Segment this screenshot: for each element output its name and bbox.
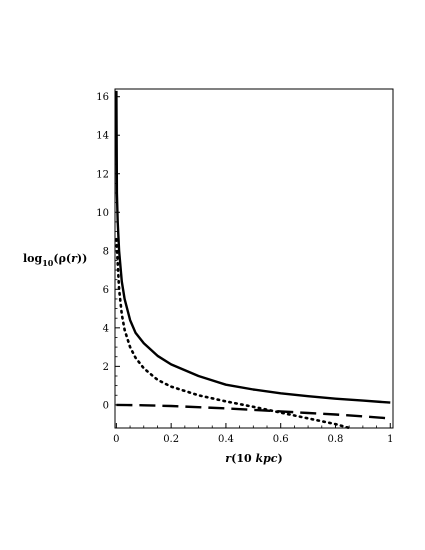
plot-frame — [114, 88, 394, 429]
y-tick-label: 16 — [96, 92, 109, 103]
y-tick-label: 0 — [103, 400, 109, 411]
y-tick-label: 10 — [96, 208, 109, 219]
y-tick-label: 4 — [103, 323, 109, 334]
y-tick-label: 8 — [103, 246, 109, 257]
series-dotted-line — [115, 237, 351, 430]
x-tick-label: 0.4 — [218, 434, 234, 445]
x-tick-label: 1 — [387, 434, 393, 445]
y-axis-ticks: 0 2 4 6 8 10 12 14 16 — [96, 92, 120, 411]
y-tick-label: 6 — [103, 285, 109, 296]
series-solid-line — [115, 90, 391, 404]
x-axis-label: r(10 kpc) — [225, 452, 282, 465]
y-tick-label: 12 — [96, 169, 109, 180]
y-tick-label: 2 — [103, 362, 109, 373]
x-axis-ticks: 0 0.2 0.4 0.6 0.8 1 — [113, 423, 393, 445]
x-tick-label: 0 — [113, 434, 119, 445]
series-layer — [115, 90, 391, 430]
y-tick-label: 14 — [96, 131, 109, 142]
x-tick-label: 0.8 — [328, 434, 344, 445]
x-tick-label: 0.2 — [163, 434, 179, 445]
y-axis-label: log10(ρ(r)) — [23, 252, 87, 268]
x-tick-label: 0.6 — [273, 434, 289, 445]
